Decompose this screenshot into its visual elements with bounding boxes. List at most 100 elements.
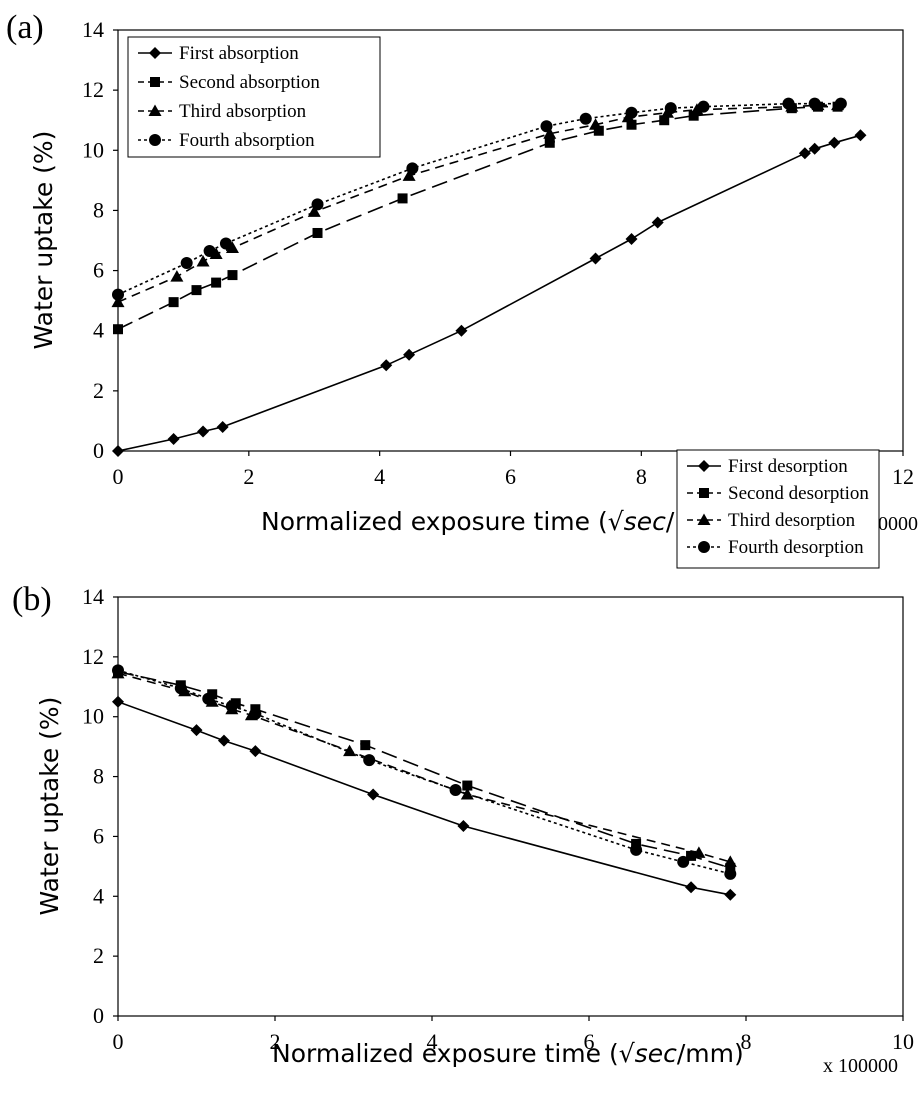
series-line — [117, 104, 838, 303]
series-line — [117, 669, 731, 875]
series-line — [117, 671, 731, 869]
legend-marker — [148, 104, 162, 116]
data-point — [112, 288, 124, 301]
x-axis-label-part: sec — [635, 1039, 677, 1068]
y-tick-label: 8 — [93, 197, 104, 222]
y-axis-label: Water uptake (%) — [35, 697, 64, 916]
data-point — [112, 664, 124, 677]
x-axis-label-part: √ — [608, 507, 624, 536]
data-point — [113, 324, 123, 335]
data-point — [828, 136, 841, 149]
series-line — [117, 134, 861, 452]
data-point — [449, 784, 462, 797]
data-point — [589, 118, 603, 130]
data-point — [798, 147, 811, 160]
data-point — [311, 198, 324, 211]
data-point — [685, 881, 698, 894]
data-point — [724, 867, 737, 880]
data-point — [593, 125, 604, 136]
data-point — [249, 745, 262, 758]
series-line — [117, 701, 731, 896]
data-point — [380, 359, 393, 372]
data-point — [723, 855, 737, 867]
y-tick-label: 10 — [82, 704, 104, 729]
data-point — [168, 297, 179, 308]
data-point — [209, 247, 223, 260]
data-point — [724, 888, 737, 901]
data-point — [686, 850, 697, 861]
y-tick-label: 6 — [93, 258, 104, 283]
y-tick-label: 6 — [93, 823, 104, 848]
data-point — [307, 205, 321, 217]
y-tick-label: 12 — [82, 644, 104, 669]
data-point — [808, 97, 821, 110]
data-point — [579, 112, 592, 125]
y-tick-label: 0 — [93, 438, 104, 463]
y-tick-label: 14 — [82, 584, 104, 609]
series-second-absorption — [113, 101, 843, 335]
x-tick-label: 6 — [584, 1029, 595, 1054]
legend-marker — [697, 513, 711, 525]
x-tick-label: 4 — [427, 1029, 438, 1054]
data-point — [630, 843, 643, 856]
data-point — [455, 324, 468, 337]
data-point — [111, 295, 125, 308]
data-point — [202, 692, 215, 705]
data-point — [217, 734, 230, 747]
data-point — [170, 270, 184, 282]
data-point — [203, 245, 216, 258]
legend-entry-label: Third desorption — [728, 510, 856, 531]
legend-box — [676, 449, 880, 569]
data-point — [190, 724, 203, 737]
data-point — [112, 445, 124, 457]
data-point — [626, 119, 637, 130]
legend-marker — [149, 47, 161, 59]
legend-entry-label: Fourth desorption — [728, 537, 864, 558]
x-tick-label: 2 — [243, 464, 254, 489]
data-point — [225, 700, 238, 713]
chart-panel-b: 0 2 4 6 8 10 12 14 0 2 4 6 8 10 (b) Water uptake (%) Nor… — [12, 449, 914, 1077]
x-tick-label: 4 — [374, 464, 385, 489]
y-axis-label: Water uptake (%) — [29, 131, 58, 350]
legend: First desorption Second desorption Third d… — [676, 449, 880, 569]
x-tick-label: 10 — [892, 1029, 914, 1054]
y-tick-label: 4 — [93, 318, 104, 343]
data-point — [677, 855, 690, 868]
data-point — [397, 193, 408, 204]
data-point — [782, 97, 795, 110]
series-first-desorption — [112, 695, 737, 901]
legend-entry-label: Second desorption — [728, 483, 869, 504]
data-point — [112, 695, 124, 708]
panel-label: (a) — [6, 9, 44, 46]
y-tick-label: 2 — [93, 943, 104, 968]
data-point — [834, 97, 847, 110]
legend-marker — [150, 77, 160, 87]
y-tick-label: 8 — [93, 764, 104, 789]
x-axis-label-part: √ — [619, 1039, 635, 1068]
data-point — [651, 216, 664, 229]
data-point — [625, 232, 638, 245]
x-axis-label: Normalized exposure time (√sec/mm) — [261, 507, 733, 536]
legend-entry-label: Second absorption — [179, 72, 320, 93]
data-point — [360, 740, 371, 751]
data-point — [540, 120, 553, 133]
data-point — [211, 277, 222, 288]
chart-panel-a: 02468101214024681012(a)Water uptake (%)N… — [6, 9, 918, 536]
y-tick-label: 12 — [82, 77, 104, 102]
data-point — [544, 137, 555, 148]
data-point — [688, 110, 699, 121]
data-point — [460, 788, 474, 800]
data-point — [191, 285, 202, 296]
y-tick-label: 2 — [93, 378, 104, 403]
data-point — [227, 270, 238, 281]
x-axis-label: Normalized exposure time (√sec/mm) — [272, 1039, 744, 1068]
legend-marker — [699, 488, 709, 498]
data-point — [196, 255, 210, 267]
legend: First absorption Second absorption Third a… — [127, 36, 381, 158]
legend-marker — [698, 541, 710, 553]
data-point — [406, 162, 419, 175]
legend-marker — [698, 460, 710, 472]
x-tick-label: 2 — [270, 1029, 281, 1054]
data-point — [690, 103, 704, 115]
data-point — [403, 348, 416, 361]
